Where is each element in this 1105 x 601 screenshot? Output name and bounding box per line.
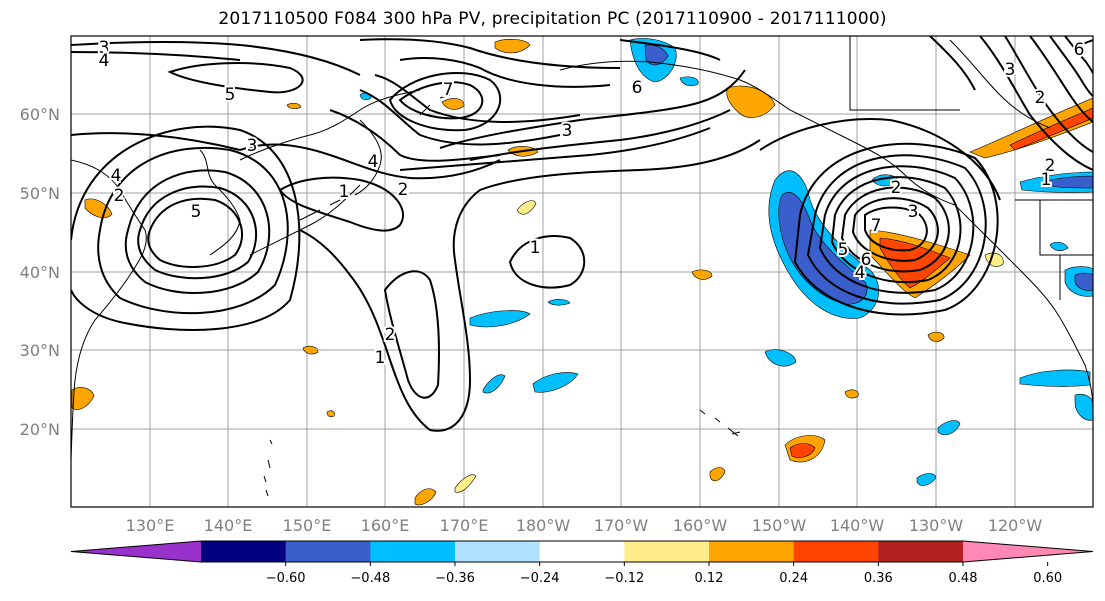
contour-label: 6 bbox=[632, 78, 643, 98]
colorbar-extend-high bbox=[963, 541, 1093, 562]
lon-label: 130°E bbox=[126, 516, 175, 535]
contour-label: 2 bbox=[891, 178, 902, 198]
colorbar-tick-label: −0.48 bbox=[350, 571, 390, 586]
contour-label: 4 bbox=[368, 152, 379, 172]
lon-label: 120°W bbox=[988, 516, 1043, 535]
contour-label: 6 bbox=[1074, 40, 1085, 60]
lon-label: 170°W bbox=[594, 516, 649, 535]
colorbar-segment bbox=[793, 541, 879, 562]
contour-label: 1 bbox=[375, 348, 386, 368]
lat-label: 30°N bbox=[20, 341, 60, 360]
colorbar-segment bbox=[709, 541, 795, 562]
lon-label: 130°W bbox=[909, 516, 964, 535]
contour-label: 5 bbox=[838, 240, 849, 260]
lon-label: 180°W bbox=[516, 516, 571, 535]
lon-label: 160°W bbox=[673, 516, 728, 535]
lon-label: 150°E bbox=[283, 516, 332, 535]
colorbar-extend-low bbox=[71, 541, 201, 562]
colorbar-segment bbox=[370, 541, 456, 562]
contour-label: 4 bbox=[111, 166, 122, 186]
colorbar: −0.60 −0.48 −0.36 −0.24 −0.12 0.12 0.24 0.36 0.4… bbox=[70, 540, 1094, 586]
colorbar-tick-label: 0.60 bbox=[1033, 571, 1062, 586]
contour-label: 3 bbox=[1005, 60, 1016, 80]
colorbar-segment bbox=[539, 541, 625, 562]
colorbar-segment bbox=[624, 541, 710, 562]
colorbar-tick-label: 0.12 bbox=[695, 571, 724, 586]
lon-label: 140°E bbox=[204, 516, 253, 535]
contour-label: 3 bbox=[247, 136, 258, 156]
contour-label: 4 bbox=[855, 263, 866, 283]
latitude-labels: 60°N 50°N 40°N 30°N 20°N bbox=[20, 105, 60, 439]
plot-border bbox=[70, 35, 1094, 508]
pv-contours bbox=[71, 36, 1093, 432]
lon-label: 140°W bbox=[830, 516, 885, 535]
lat-label: 60°N bbox=[20, 105, 60, 124]
contour-label: 2 bbox=[385, 325, 396, 345]
map-title: 2017110500 F084 300 hPa PV, precipitatio… bbox=[218, 9, 887, 29]
colorbar-tick-label: −0.36 bbox=[435, 571, 475, 586]
longitude-labels: 130°E 140°E 150°E 160°E 170°E 180°W 170°… bbox=[126, 516, 1043, 535]
contour-label: 3 bbox=[562, 121, 573, 141]
contour-label: 5 bbox=[191, 202, 202, 222]
colorbar-segment bbox=[455, 541, 541, 562]
colorbar-tick-label: 0.36 bbox=[864, 571, 893, 586]
lat-label: 40°N bbox=[20, 263, 60, 282]
contour-label: 7 bbox=[871, 216, 882, 236]
contour-label: 6 bbox=[861, 250, 872, 270]
lon-label: 150°W bbox=[752, 516, 807, 535]
colorbar-segment bbox=[285, 541, 371, 562]
colorbar-tick-label: 0.48 bbox=[949, 571, 978, 586]
contour-label: 2 bbox=[1045, 156, 1056, 176]
contour-label: 3 bbox=[908, 202, 919, 222]
contour-label: 7 bbox=[443, 80, 454, 100]
contour-label-group: 3 4 5 6 7 4 3 2 1 1 2 5 3 4 2 1 2 3 4 5 … bbox=[97, 36, 1087, 370]
colorbar-outline bbox=[70, 540, 1094, 563]
lon-label: 160°E bbox=[361, 516, 410, 535]
contour-label: 1 bbox=[1041, 170, 1052, 190]
contour-label: 1 bbox=[339, 182, 350, 202]
lat-label: 50°N bbox=[20, 184, 60, 203]
contour-label: 2 bbox=[1035, 88, 1046, 108]
lat-label: 20°N bbox=[20, 420, 60, 439]
colorbar-tick-label: −0.24 bbox=[520, 571, 560, 586]
colorbar-segment bbox=[201, 541, 287, 562]
contour-label: 1 bbox=[530, 238, 541, 258]
lon-label: 170°E bbox=[440, 516, 489, 535]
contour-label: 5 bbox=[225, 85, 236, 105]
colorbar-tick-label: −0.12 bbox=[604, 571, 644, 586]
contour-label: 4 bbox=[99, 51, 110, 71]
colorbar-tick-label: −0.60 bbox=[266, 571, 306, 586]
colorbar-segment bbox=[878, 541, 964, 562]
colorbar-tick-label: 0.24 bbox=[779, 571, 808, 586]
contour-label: 2 bbox=[398, 180, 409, 200]
contour-label: 2 bbox=[114, 186, 125, 206]
contour-label: 3 bbox=[99, 38, 110, 58]
graticule bbox=[71, 36, 1093, 507]
